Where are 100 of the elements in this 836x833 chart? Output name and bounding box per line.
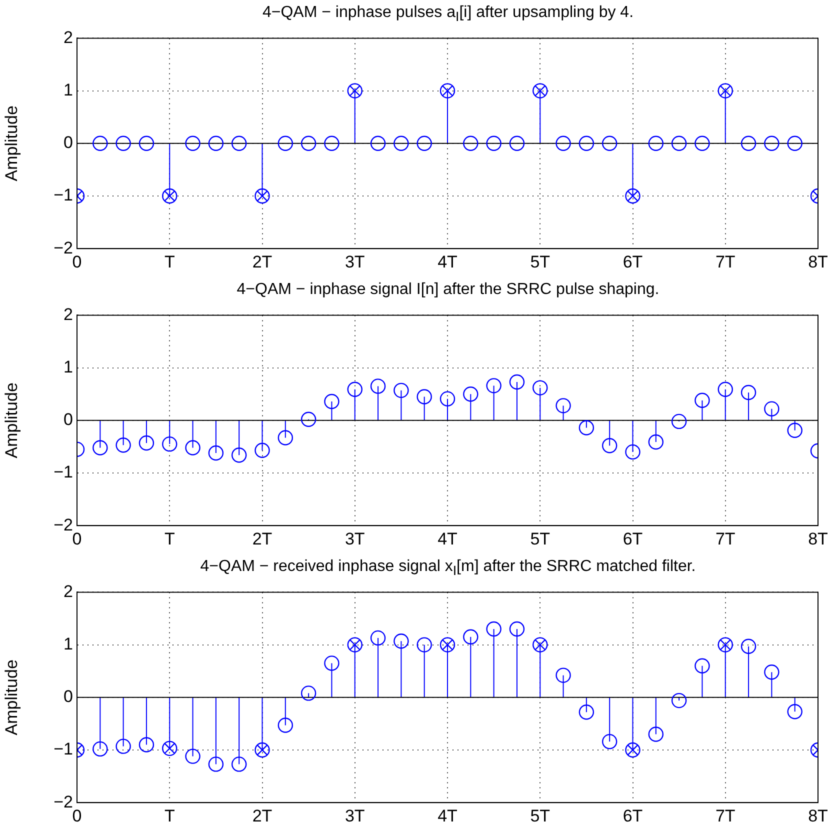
y-axis-title: Amplitude <box>2 382 21 458</box>
point <box>648 136 664 151</box>
point <box>625 444 640 460</box>
point <box>394 136 409 151</box>
y-tick-label: 2 <box>64 28 73 47</box>
point <box>463 629 478 645</box>
point <box>231 448 247 463</box>
x-tick-label: 4T <box>438 806 458 826</box>
y-tick-label: −2 <box>54 515 73 534</box>
point <box>486 136 502 151</box>
x-tick-label: 4T <box>438 252 458 272</box>
x-tick-label: 3T <box>344 806 365 826</box>
x-tick-label: 2T <box>252 529 272 548</box>
y-tick-label: −2 <box>54 792 73 812</box>
point <box>671 692 687 708</box>
point <box>416 136 432 151</box>
x-tick-label: 5T <box>530 252 550 272</box>
x-tick-label: T <box>164 806 175 826</box>
point <box>694 658 710 674</box>
x-tick-label: 8T <box>808 806 828 826</box>
point <box>231 756 247 772</box>
point <box>416 637 432 652</box>
point <box>254 442 270 458</box>
y-tick-label: 1 <box>64 80 73 100</box>
point <box>185 136 200 151</box>
point <box>92 440 108 456</box>
point <box>509 136 525 151</box>
point <box>602 136 618 151</box>
chart-title: 4−QAM − received inphase signal x$_{I}$[m] after the SRRC matched filter. <box>199 558 697 578</box>
point <box>764 136 780 151</box>
point <box>208 445 224 461</box>
point <box>92 136 108 151</box>
point <box>740 136 756 151</box>
y-tick-label: −1 <box>54 186 73 205</box>
y-tick-label: −1 <box>54 462 73 482</box>
y-tick-label: 2 <box>64 304 73 324</box>
point <box>486 378 502 394</box>
point <box>671 414 687 430</box>
point <box>509 621 525 637</box>
y-tick-label: 0 <box>64 687 73 706</box>
chart-title: 4−QAM − inphase signal I[n] after the SRRC pulse shaping. <box>236 281 660 299</box>
point <box>300 136 316 151</box>
point <box>787 422 802 438</box>
point <box>486 621 502 637</box>
point <box>185 440 200 456</box>
x-tick-label: 5T <box>530 529 550 548</box>
point <box>740 638 756 654</box>
point <box>648 434 664 450</box>
y-tick-label: 1 <box>64 634 73 654</box>
y-tick-label: 1 <box>64 357 73 376</box>
point <box>116 738 131 754</box>
point <box>671 136 687 151</box>
point <box>138 435 154 451</box>
point <box>394 382 409 398</box>
point <box>578 136 594 151</box>
point <box>764 664 780 680</box>
y-tick-label: 0 <box>64 410 73 430</box>
point <box>116 136 131 151</box>
point <box>787 136 802 151</box>
point <box>324 136 340 151</box>
point <box>92 741 108 757</box>
point <box>694 136 710 151</box>
x-tick-label: 2T <box>252 806 272 826</box>
x-tick-label: 5T <box>530 806 550 826</box>
chart-title: 4−QAM − inphase pulses a$_{I}$[i] after upsampling by 4. <box>261 4 635 24</box>
point <box>394 634 409 649</box>
point <box>694 392 710 408</box>
x-tick-label: T <box>164 252 175 272</box>
point <box>602 438 618 454</box>
y-tick-label: −1 <box>54 740 73 759</box>
point <box>416 389 432 404</box>
point <box>162 436 178 452</box>
point <box>300 412 316 427</box>
point <box>231 136 247 151</box>
y-axis-title: Amplitude <box>2 106 21 182</box>
y-tick-label: 0 <box>64 133 73 152</box>
x-tick-label: 2T <box>252 252 272 272</box>
point <box>532 380 548 396</box>
x-tick-label: 7T <box>715 252 736 272</box>
point <box>463 136 478 151</box>
point <box>300 686 316 701</box>
point <box>278 430 294 446</box>
point <box>324 656 340 671</box>
y-axis-title: Amplitude <box>2 660 21 736</box>
x-tick-label: T <box>164 529 175 548</box>
y-tick-label: 2 <box>64 582 73 601</box>
point <box>602 734 618 750</box>
point <box>648 726 664 742</box>
point <box>278 136 294 151</box>
point <box>718 382 733 397</box>
point <box>578 420 594 436</box>
x-tick-label: 8T <box>808 252 828 272</box>
x-tick-label: 4T <box>438 529 458 548</box>
point <box>787 704 802 720</box>
point <box>764 401 780 416</box>
point <box>740 384 756 400</box>
point <box>347 382 362 397</box>
x-tick-label: 3T <box>344 529 365 548</box>
point <box>370 630 386 646</box>
point <box>440 391 456 406</box>
